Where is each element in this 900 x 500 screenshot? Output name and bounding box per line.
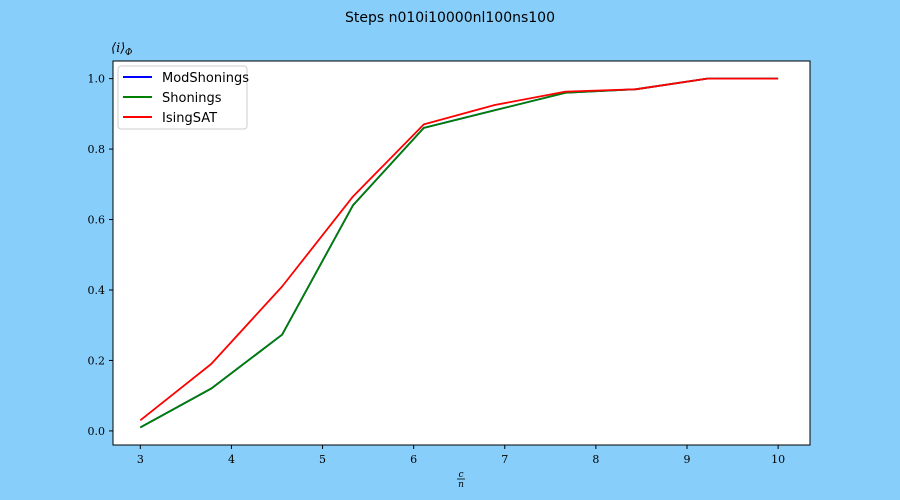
y-axis-label-subscript: Φ xyxy=(125,48,132,58)
series-line-isingsat xyxy=(139,77,779,422)
legend-box xyxy=(117,65,248,130)
y-tick-label: 0.6 xyxy=(88,214,106,227)
legend-label-modshonings: ModShonings xyxy=(162,71,249,86)
y-tick-label: 0.0 xyxy=(88,425,106,438)
legend-label-isingsat: IsingSAT xyxy=(162,111,217,126)
x-tick-label: 8 xyxy=(592,453,599,466)
x-axis-label-denominator: n xyxy=(458,480,464,490)
x-tick-label: 10 xyxy=(771,453,785,466)
y-axis-ticks: 0.0 0.2 0.4 0.6 0.8 1.0 xyxy=(88,73,113,438)
x-axis-label-numerator: c xyxy=(458,470,463,480)
x-tick-label: 7 xyxy=(501,453,508,466)
y-tick-label: 0.4 xyxy=(88,284,106,297)
y-axis-label-main: ⟨i⟩ xyxy=(111,41,125,56)
y-tick-label: 1.0 xyxy=(88,73,106,86)
x-axis-ticks: 3 4 5 6 7 8 9 10 xyxy=(137,445,785,466)
x-tick-label: 4 xyxy=(228,453,235,466)
x-tick-label: 5 xyxy=(319,453,326,466)
x-tick-label: 9 xyxy=(684,453,691,466)
y-tick-label: 0.8 xyxy=(88,143,106,156)
series-lines xyxy=(139,77,779,429)
legend-label-shonings: Shonings xyxy=(162,91,222,106)
x-tick-label: 3 xyxy=(137,453,144,466)
legend: ModShonings Shonings IsingSAT xyxy=(117,65,249,130)
y-axis-label: ⟨i⟩ xyxy=(111,41,125,56)
x-tick-label: 6 xyxy=(410,453,417,466)
chart-title: Steps n010i10000nl100ns100 xyxy=(345,10,555,26)
y-tick-label: 0.2 xyxy=(88,354,106,367)
